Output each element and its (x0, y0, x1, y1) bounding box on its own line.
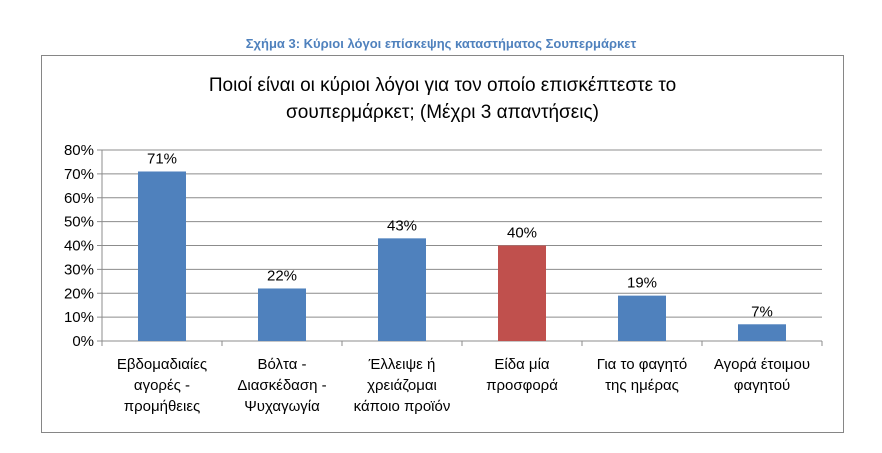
bar (738, 324, 786, 341)
y-tick-label: 40% (64, 238, 94, 255)
category-label: Εβδομαδιαίες (117, 356, 207, 373)
category-label: χρειάζομαι (367, 377, 437, 394)
data-label: 7% (751, 303, 773, 320)
y-tick-label: 0% (72, 333, 94, 350)
chart-title: Ποιοί είναι οι κύριοι λόγοι για τον οποί… (41, 72, 844, 126)
category-label: της ημέρας (605, 377, 679, 394)
category-label: αγορές - (134, 377, 190, 394)
category-label: Αγορά έτοιμου (714, 356, 810, 373)
category-label: προμήθειες (124, 398, 201, 415)
data-label: 71% (147, 150, 177, 167)
category-label: Για το φαγητό (597, 356, 688, 373)
y-tick-label: 10% (64, 309, 94, 326)
data-label: 22% (267, 267, 297, 284)
category-label: Είδα μία (494, 356, 550, 373)
y-tick-label: 20% (64, 285, 94, 302)
category-label: Έλλειψε ή (368, 356, 436, 373)
category-label: Ψυχαγωγία (244, 398, 320, 415)
chart-title-line-2: σουπερμάρκετ; (Μέχρι 3 απαντήσεις) (286, 102, 599, 123)
y-tick-label: 50% (64, 214, 94, 231)
bar (258, 288, 306, 341)
data-label: 43% (387, 217, 417, 234)
category-label: προσφορά (486, 377, 558, 394)
bar (498, 245, 546, 341)
category-label: Βόλτα - (257, 356, 306, 373)
category-label: φαγητού (734, 377, 791, 394)
bar (378, 238, 426, 341)
y-tick-label: 60% (64, 190, 94, 207)
y-tick-label: 30% (64, 261, 94, 278)
y-tick-label: 70% (64, 166, 94, 183)
data-label: 40% (507, 225, 537, 242)
figure-caption: Σχήμα 3: Κύριοι λόγοι επίσκεψης καταστήμ… (245, 36, 637, 51)
bar (618, 295, 666, 341)
category-label: Διασκέδαση - (237, 377, 326, 394)
bar (138, 171, 186, 341)
y-tick-label: 80% (64, 142, 94, 159)
data-label: 19% (627, 275, 657, 292)
chart-title-line-1: Ποιοί είναι οι κύριοι λόγοι για τον οποί… (208, 75, 677, 96)
category-label: κάποιο προϊόν (354, 398, 451, 415)
